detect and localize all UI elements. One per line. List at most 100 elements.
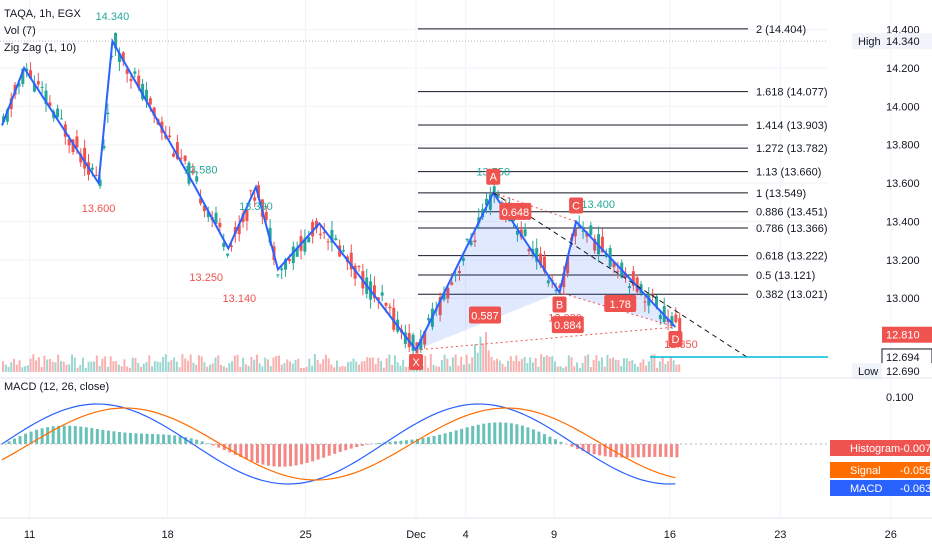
- histogram-bar: [659, 444, 662, 457]
- volume-bar: [16, 365, 18, 372]
- volume-bar: [21, 367, 23, 372]
- volume-bar: [537, 367, 539, 372]
- histogram-bar: [63, 426, 66, 444]
- volume-bar: [77, 368, 79, 372]
- histogram-bar: [455, 430, 458, 444]
- volume-bar: [626, 358, 628, 372]
- volume-bar: [322, 359, 324, 372]
- histogram-bar: [499, 422, 502, 444]
- fib-label: 1.414 (13.903): [756, 120, 828, 132]
- volume-bar: [261, 366, 263, 372]
- histogram-bar: [521, 426, 524, 444]
- zigzag-legend[interactable]: Zig Zag (1, 10): [4, 42, 76, 54]
- candle-body: [385, 303, 388, 306]
- macd-legend[interactable]: MACD (12, 26, close): [4, 381, 109, 393]
- volume-bar: [226, 368, 228, 372]
- histogram-bar: [642, 444, 645, 457]
- candle-body: [218, 223, 221, 227]
- volume-bar: [272, 357, 274, 372]
- histogram-bar: [405, 440, 408, 444]
- volume-bar: [433, 365, 435, 372]
- histogram-bar: [256, 444, 259, 463]
- volume-bar: [30, 359, 32, 372]
- pattern-point-label: X: [412, 357, 420, 369]
- histogram-bar: [433, 436, 436, 444]
- volume-bar: [173, 357, 175, 372]
- volume-bar: [328, 358, 330, 372]
- volume-bar: [38, 357, 40, 372]
- histogram-bar: [598, 444, 601, 455]
- volume-bar: [670, 357, 672, 372]
- zigzag-label: 13.390: [239, 201, 273, 213]
- histogram-bar: [377, 443, 380, 444]
- candle-body: [589, 225, 592, 235]
- symbol-legend[interactable]: TAQA, 1h, EGX: [4, 8, 81, 20]
- volume-bar: [43, 356, 45, 372]
- volume-bar: [234, 356, 236, 372]
- volume-bar: [344, 366, 346, 372]
- volume-bar: [110, 356, 112, 372]
- volume-bar: [460, 357, 462, 372]
- candle-body: [149, 98, 152, 104]
- volume-bar: [471, 357, 473, 372]
- volume-bar: [397, 362, 399, 372]
- volume-bar: [275, 356, 277, 372]
- price-tick: 13.600: [886, 178, 920, 190]
- volume-bar: [201, 356, 203, 372]
- volume-bar: [140, 367, 142, 372]
- histogram-bar: [90, 428, 93, 444]
- ratio-text: 0.587: [471, 311, 499, 323]
- volume-bar: [582, 363, 584, 372]
- volume-bar: [515, 355, 517, 372]
- candle-body: [249, 190, 252, 191]
- macd-value-name: Histogram: [850, 443, 900, 455]
- histogram-bar: [631, 444, 634, 458]
- volume-bar: [479, 337, 481, 372]
- histogram-bar: [482, 424, 485, 444]
- volume-bar: [568, 355, 570, 372]
- volume-bar: [184, 359, 186, 372]
- fib-label: 2 (14.404): [756, 24, 806, 36]
- histogram-bar: [488, 423, 491, 444]
- histogram-bar: [267, 444, 270, 466]
- volume-bar: [107, 367, 109, 372]
- volume-bar: [60, 361, 62, 372]
- volume-bar: [488, 350, 490, 372]
- volume-bar: [502, 364, 504, 372]
- vol-legend[interactable]: Vol (7): [4, 25, 36, 37]
- volume-bar: [112, 361, 114, 372]
- volume-bar: [366, 357, 368, 372]
- volume-bar: [394, 355, 396, 372]
- volume-bar: [336, 361, 338, 372]
- histogram-bar: [19, 436, 22, 444]
- volume-bar: [179, 367, 181, 372]
- volume-bar: [256, 355, 258, 372]
- histogram-bar: [438, 435, 441, 444]
- candle-body: [342, 250, 345, 251]
- histogram-bar: [289, 444, 292, 466]
- histogram-bar: [537, 432, 540, 444]
- histogram-bar: [212, 444, 215, 445]
- volume-bar: [215, 358, 217, 372]
- pattern-point-label: C: [572, 200, 580, 212]
- price-label-name: High: [858, 36, 881, 48]
- volume-bar: [664, 364, 666, 372]
- macd-value-name: MACD: [850, 483, 882, 495]
- fib-label: 0.5 (13.121): [756, 270, 815, 282]
- candle-body: [276, 274, 279, 275]
- volume-bar: [444, 355, 446, 372]
- volume-bar: [2, 361, 4, 372]
- volume-bar: [441, 360, 443, 372]
- volume-bar: [361, 362, 363, 372]
- price-label-value: 12.694: [886, 352, 920, 364]
- volume-bar: [253, 360, 255, 372]
- volume-bar: [629, 361, 631, 372]
- histogram-bar: [466, 427, 469, 444]
- histogram-bar: [543, 434, 546, 444]
- candle-body: [226, 254, 229, 256]
- histogram-bar: [228, 444, 231, 452]
- volume-bar: [631, 360, 633, 372]
- volume-bar: [468, 364, 470, 372]
